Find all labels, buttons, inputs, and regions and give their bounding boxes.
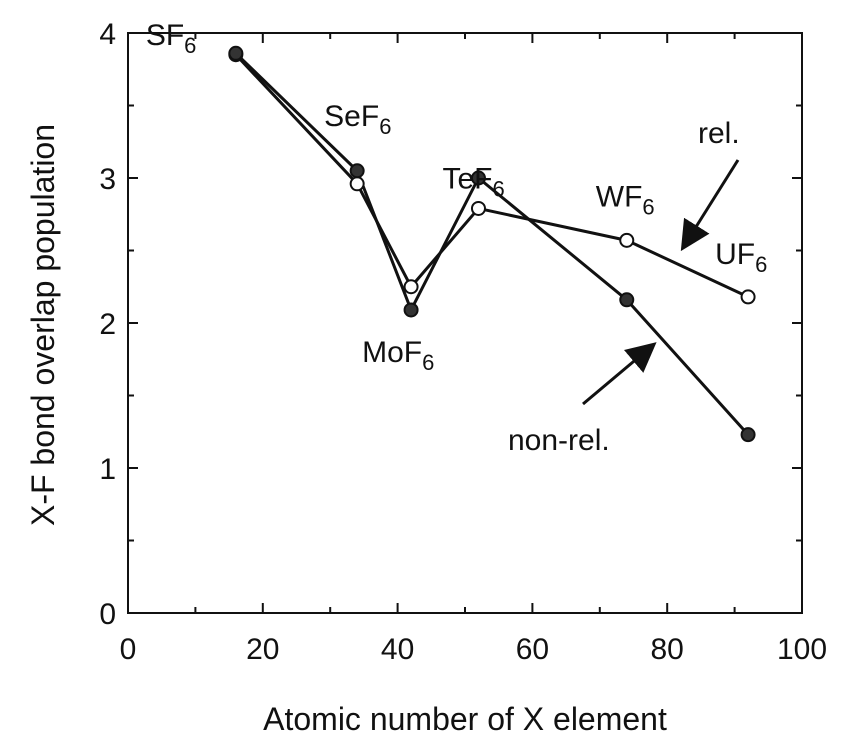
arrow-nonrel <box>582 342 657 406</box>
y-tick-label: 3 <box>99 163 116 196</box>
point-rel <box>740 289 756 305</box>
axis-ticks <box>127 32 803 614</box>
x-tick-label: 40 <box>381 633 414 666</box>
point-rel <box>470 200 486 216</box>
series-layer <box>228 45 756 443</box>
point-label: UF6 <box>715 238 767 277</box>
point-label-sub: 6 <box>379 114 391 139</box>
point-rel <box>349 176 365 192</box>
point-nonrel <box>403 302 419 318</box>
point-label-base: UF <box>715 238 755 271</box>
point-label-sub: 6 <box>642 194 654 219</box>
y-axis-title: X-F bond overlap population <box>25 124 61 526</box>
y-tick-label: 1 <box>99 453 116 486</box>
annotation-nonrel: non-rel. <box>508 424 610 457</box>
point-label-sub: 6 <box>422 350 434 375</box>
point-label-base: SF <box>146 19 184 52</box>
point-label-base: TeF <box>442 162 492 195</box>
y-tick-label: 4 <box>99 18 116 51</box>
series-line-rel <box>234 53 749 299</box>
point-label-base: SeF <box>324 100 379 133</box>
point-label: SF6 <box>146 19 197 58</box>
point-label: MoF6 <box>362 336 434 375</box>
point-label: SeF6 <box>324 100 391 139</box>
point-label-base: WF <box>596 180 643 213</box>
point-label: WF6 <box>596 180 655 219</box>
x-tick-label: 20 <box>246 633 279 666</box>
point-label-sub: 6 <box>184 33 196 58</box>
x-axis-title: Atomic number of X element <box>263 701 667 737</box>
annotation-rel: rel. <box>698 117 740 150</box>
point-label-base: MoF <box>362 336 422 369</box>
arrow-rel <box>680 159 740 252</box>
tick-labels: 0 20 40 60 80 100 0 1 2 3 4 <box>99 18 827 666</box>
point-rel <box>619 232 635 248</box>
point-label-sub: 6 <box>755 252 767 277</box>
y-tick-label: 2 <box>99 308 116 341</box>
point-nonrel <box>228 45 244 61</box>
x-tick-label: 100 <box>777 633 827 666</box>
x-tick-label: 80 <box>651 633 684 666</box>
point-nonrel <box>740 427 756 443</box>
point-rel <box>403 279 419 295</box>
y-tick-label: 0 <box>99 598 116 631</box>
series-line-nonrel <box>234 52 750 436</box>
x-tick-label: 60 <box>516 633 549 666</box>
x-tick-label: 0 <box>120 633 137 666</box>
point-nonrel <box>619 292 635 308</box>
point-label: TeF6 <box>442 162 504 201</box>
point-nonrel <box>349 163 365 179</box>
point-label-sub: 6 <box>492 176 504 201</box>
point-nonrel <box>470 170 486 186</box>
